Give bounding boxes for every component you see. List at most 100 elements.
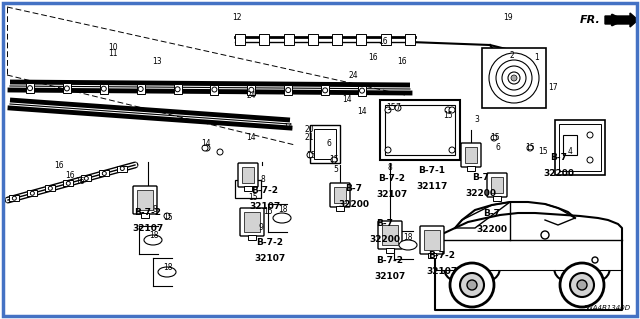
Circle shape <box>249 87 254 92</box>
Circle shape <box>28 85 33 91</box>
Text: 18: 18 <box>163 263 173 272</box>
Circle shape <box>101 86 106 91</box>
FancyBboxPatch shape <box>378 221 402 249</box>
Circle shape <box>307 152 313 158</box>
Text: 32200: 32200 <box>477 225 508 234</box>
Circle shape <box>450 263 494 307</box>
Circle shape <box>385 147 391 153</box>
Circle shape <box>592 257 598 263</box>
Bar <box>99 170 109 176</box>
Text: B-7-2: B-7-2 <box>378 174 406 183</box>
Text: 32117: 32117 <box>416 182 448 191</box>
Text: 15: 15 <box>306 151 316 160</box>
Circle shape <box>323 88 328 93</box>
Bar <box>235 180 261 198</box>
Text: 18: 18 <box>149 232 159 241</box>
Text: 32107: 32107 <box>250 202 280 211</box>
Text: 15: 15 <box>248 192 258 202</box>
Bar <box>10 195 19 201</box>
Bar <box>26 83 34 93</box>
FancyBboxPatch shape <box>330 183 350 207</box>
Ellipse shape <box>158 267 176 277</box>
Circle shape <box>138 86 143 92</box>
Bar <box>308 34 318 45</box>
Text: 14: 14 <box>283 123 293 132</box>
Circle shape <box>120 167 124 170</box>
Text: 24: 24 <box>348 70 358 79</box>
Text: 14: 14 <box>357 108 367 116</box>
Text: 16: 16 <box>368 54 378 63</box>
Bar <box>28 190 37 196</box>
Circle shape <box>496 60 532 96</box>
Bar <box>244 212 260 232</box>
Text: 8: 8 <box>388 162 392 172</box>
Bar <box>137 190 153 210</box>
Bar <box>137 84 145 94</box>
Circle shape <box>175 87 180 92</box>
Circle shape <box>449 107 455 113</box>
Text: 21: 21 <box>304 132 314 142</box>
Bar <box>247 85 255 95</box>
Bar <box>100 84 108 94</box>
Text: B-7: B-7 <box>376 219 394 228</box>
Circle shape <box>395 105 401 111</box>
Text: 3: 3 <box>475 115 479 123</box>
Circle shape <box>385 107 391 113</box>
FancyBboxPatch shape <box>420 226 444 254</box>
Circle shape <box>360 88 365 93</box>
Text: 12: 12 <box>232 12 242 21</box>
Text: 15: 15 <box>329 155 339 165</box>
Bar <box>491 177 503 193</box>
Circle shape <box>587 157 593 163</box>
Bar <box>405 34 415 45</box>
Circle shape <box>331 157 337 163</box>
Text: B-7: B-7 <box>346 184 362 193</box>
Text: B-7-2: B-7-2 <box>257 238 284 247</box>
Circle shape <box>527 145 533 151</box>
Ellipse shape <box>273 213 291 223</box>
Text: 16: 16 <box>397 57 407 66</box>
Text: 15: 15 <box>263 207 273 217</box>
Text: SNA4B1340D: SNA4B1340D <box>584 305 631 311</box>
Text: 32107: 32107 <box>374 272 406 281</box>
Bar <box>356 34 367 45</box>
Bar <box>467 166 475 171</box>
Text: B-7-2: B-7-2 <box>252 186 278 195</box>
Circle shape <box>445 107 451 113</box>
Circle shape <box>67 182 70 185</box>
Text: 14: 14 <box>342 94 352 103</box>
Circle shape <box>587 132 593 138</box>
Text: 32200: 32200 <box>369 235 401 244</box>
Text: 16: 16 <box>378 38 388 47</box>
Circle shape <box>502 66 526 90</box>
Circle shape <box>49 186 52 190</box>
Text: B-7-2: B-7-2 <box>134 208 161 217</box>
Ellipse shape <box>144 235 162 245</box>
Text: 7: 7 <box>396 103 401 113</box>
Circle shape <box>212 87 217 92</box>
Circle shape <box>467 280 477 290</box>
Text: B-7-2: B-7-2 <box>376 256 403 265</box>
Text: 32200: 32200 <box>339 200 369 209</box>
Text: 19: 19 <box>503 12 513 21</box>
Bar <box>244 186 252 191</box>
Circle shape <box>164 213 170 219</box>
Ellipse shape <box>399 240 417 250</box>
FancyBboxPatch shape <box>461 143 481 167</box>
Text: 4: 4 <box>568 147 572 157</box>
Bar <box>45 185 55 191</box>
Circle shape <box>285 88 291 93</box>
Circle shape <box>491 135 497 141</box>
Text: B-7: B-7 <box>483 209 500 218</box>
Text: 15: 15 <box>163 213 173 222</box>
Circle shape <box>217 149 223 155</box>
Text: 9: 9 <box>259 224 264 233</box>
Text: 15: 15 <box>490 133 500 143</box>
Bar <box>428 253 436 258</box>
Text: 2: 2 <box>509 50 515 60</box>
Bar <box>248 235 256 240</box>
Text: B-7: B-7 <box>472 173 490 182</box>
Text: 11: 11 <box>108 49 118 58</box>
Bar <box>310 125 340 163</box>
Text: B-7: B-7 <box>550 153 568 162</box>
